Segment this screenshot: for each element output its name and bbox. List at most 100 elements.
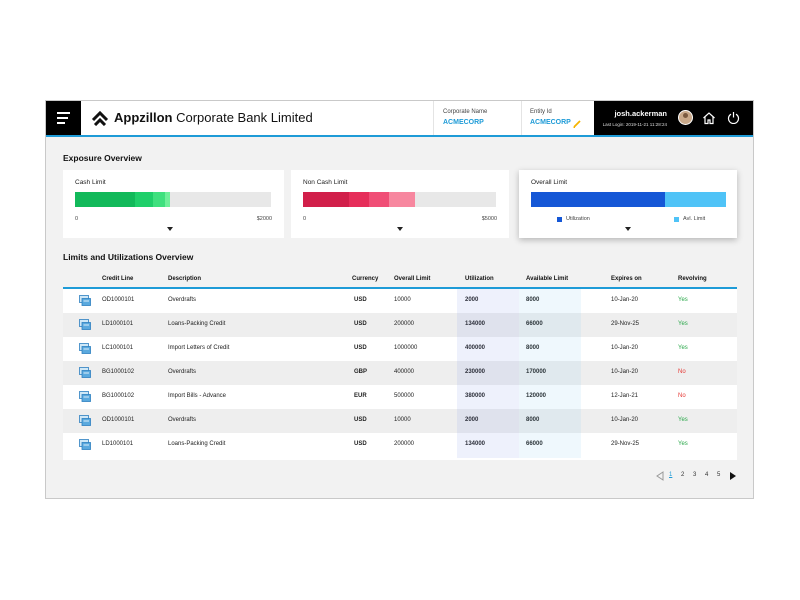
page-1[interactable]: 1 xyxy=(669,472,673,478)
cell-currency: USD xyxy=(354,441,367,447)
avatar[interactable] xyxy=(678,110,693,125)
page-3[interactable]: 3 xyxy=(693,472,697,478)
corporate-name-label: Corporate Name xyxy=(443,109,488,115)
column-header-overall-limit: Overall Limit xyxy=(394,276,431,282)
available-column-highlight xyxy=(519,289,581,458)
pagination: 1 2 3 4 5 xyxy=(656,471,738,481)
credit-line-icon[interactable] xyxy=(79,439,91,450)
cell-available-limit: 170000 xyxy=(526,369,547,375)
column-header-expires-on: Expires on xyxy=(611,276,642,282)
table-row[interactable]: LD1000101 Loans-Packing Credit USD 200000 13… xyxy=(63,433,737,457)
cell-credit-line: LD1000101 xyxy=(102,321,134,327)
cell-currency: USD xyxy=(354,345,367,351)
cash-bar-segment xyxy=(165,192,170,207)
limits-table: Credit Line Description Currency Overall… xyxy=(63,269,737,460)
cash-bar-segment xyxy=(75,192,135,207)
cell-utilization: 134000 xyxy=(465,321,486,327)
last-login: Last Login: 2019-11-21 11:28:24 xyxy=(602,122,667,127)
cell-expires-on: 29-Nov-25 xyxy=(611,441,640,447)
cell-available-limit: 8000 xyxy=(526,297,540,303)
table-row[interactable]: LD1000101 Loans-Packing Credit USD 200000 13… xyxy=(63,313,737,337)
table-header: Credit Line Description Currency Overall… xyxy=(63,269,737,289)
cell-credit-line: BG1000102 xyxy=(102,393,135,399)
user-area: josh.ackerman Last Login: 2019-11-21 11:… xyxy=(594,101,753,135)
cell-available-limit: 66000 xyxy=(526,321,543,327)
column-header-utilization: Utilization xyxy=(465,276,494,282)
cell-overall-limit: 200000 xyxy=(394,321,415,327)
cash-limit-bar xyxy=(75,192,271,207)
chevron-down-icon[interactable] xyxy=(167,227,173,231)
power-icon[interactable] xyxy=(727,111,740,124)
cell-overall-limit: 1000000 xyxy=(394,345,418,351)
cell-overall-limit: 10000 xyxy=(394,417,411,423)
cell-description: Import Bills - Advance xyxy=(168,393,227,399)
cell-expires-on: 10-Jan-20 xyxy=(611,297,639,303)
credit-line-icon[interactable] xyxy=(79,415,91,426)
limits-overview-title: Limits and Utilizations Overview xyxy=(63,252,194,262)
table-row[interactable]: OD1000101 Overdrafts USD 10000 2000 8000 10-Ja… xyxy=(63,289,737,313)
overall-limit-title: Overall Limit xyxy=(531,179,568,186)
non-cash-limit-card[interactable]: Non Cash Limit 0 $5000 xyxy=(291,170,509,238)
cell-utilization: 2000 xyxy=(465,417,479,423)
page-4[interactable]: 4 xyxy=(705,472,709,478)
cell-available-limit: 8000 xyxy=(526,417,540,423)
cell-utilization: 134000 xyxy=(465,441,486,447)
header-accent-line xyxy=(46,135,753,137)
cell-credit-line: OD1000101 xyxy=(102,417,135,423)
credit-line-icon[interactable] xyxy=(79,367,91,378)
cell-revolving: Yes xyxy=(678,345,688,351)
cash-limit-min: 0 xyxy=(75,216,79,222)
cell-description: Overdrafts xyxy=(168,417,197,423)
cell-credit-line: LC1000101 xyxy=(102,345,134,351)
column-header-revolving: Revolving xyxy=(678,276,707,282)
overall-limit-card[interactable]: Overall Limit Utilization Avl. Limit xyxy=(519,170,737,238)
next-page-icon[interactable] xyxy=(729,471,737,481)
cell-revolving: Yes xyxy=(678,321,688,327)
chevron-down-icon[interactable] xyxy=(397,227,403,231)
home-icon[interactable] xyxy=(702,111,716,125)
chevron-down-icon[interactable] xyxy=(625,227,631,231)
utilization-column-highlight xyxy=(457,289,519,458)
cell-description: Loans-Packing Credit xyxy=(168,441,226,447)
entity-id-field: Entity Id ACMECORP xyxy=(530,109,571,126)
credit-line-icon[interactable] xyxy=(79,391,91,402)
cell-currency: USD xyxy=(354,321,367,327)
cell-revolving: Yes xyxy=(678,441,688,447)
table-row[interactable]: LC1000101 Import Letters of Credit USD 1000… xyxy=(63,337,737,361)
credit-line-icon[interactable] xyxy=(79,295,91,306)
corporate-name-value: ACMECORP xyxy=(443,119,484,126)
non-cash-limit-title: Non Cash Limit xyxy=(303,179,348,186)
noncash-bar-segment xyxy=(389,192,415,207)
cell-overall-limit: 500000 xyxy=(394,393,415,399)
page-2[interactable]: 2 xyxy=(681,472,685,478)
table-row[interactable]: BG1000102 Import Bills - Advance EUR 500000… xyxy=(63,385,737,409)
legend-utilization: Utilization xyxy=(557,216,590,222)
noncash-bar-segment xyxy=(349,192,369,207)
cash-limit-title: Cash Limit xyxy=(75,179,106,186)
cell-expires-on: 10-Jan-20 xyxy=(611,345,639,351)
overall-bar-utilization xyxy=(531,192,665,207)
cell-utilization: 230000 xyxy=(465,369,486,375)
menu-button[interactable] xyxy=(46,101,81,135)
edit-entity-icon[interactable] xyxy=(573,120,582,128)
cell-credit-line: LD1000101 xyxy=(102,441,134,447)
prev-page-icon[interactable] xyxy=(656,471,664,481)
table-row[interactable]: OD1000101 Overdrafts USD 10000 2000 8000 10-Ja… xyxy=(63,409,737,433)
top-header: Appzillon Corporate Bank Limited Corpora… xyxy=(46,101,753,135)
cell-credit-line: OD1000101 xyxy=(102,297,135,303)
cash-limit-card[interactable]: Cash Limit 0 $2000 xyxy=(63,170,284,238)
cell-currency: GBP xyxy=(354,369,368,375)
page-5[interactable]: 5 xyxy=(717,472,721,478)
noncash-bar-segment xyxy=(303,192,349,207)
cell-revolving: Yes xyxy=(678,297,688,303)
credit-line-icon[interactable] xyxy=(79,319,91,330)
entity-id-label: Entity Id xyxy=(530,109,552,115)
cash-bar-segment xyxy=(153,192,165,207)
cell-available-limit: 8000 xyxy=(526,345,540,351)
credit-line-icon[interactable] xyxy=(79,343,91,354)
cell-overall-limit: 200000 xyxy=(394,441,415,447)
cash-bar-segment xyxy=(135,192,153,207)
cell-description: Overdrafts xyxy=(168,297,197,303)
table-row[interactable]: BG1000102 Overdrafts GBP 400000 230000 170000… xyxy=(63,361,737,385)
entity-id-value: ACMECORP xyxy=(530,119,571,126)
